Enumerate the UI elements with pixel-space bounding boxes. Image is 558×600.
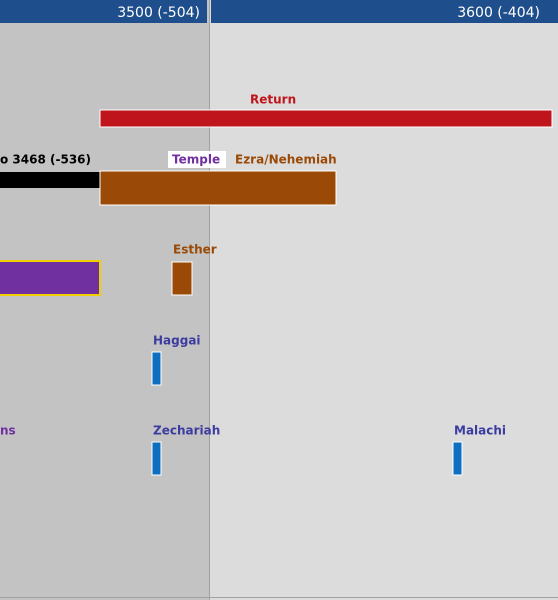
event-label: Return — [250, 93, 296, 107]
event-label: Ezra/Nehemiah — [235, 153, 337, 167]
event-label: o 3468 (-536) — [0, 153, 91, 167]
header-cell — [0, 0, 207, 23]
header-tick: 3500 (-504) — [117, 5, 200, 21]
bar — [99, 170, 337, 206]
bar — [99, 109, 553, 128]
right-region — [209, 0, 558, 600]
bar — [171, 261, 193, 296]
label-box — [168, 151, 226, 168]
bar — [151, 441, 162, 476]
bar — [452, 441, 463, 476]
event-label: ns — [0, 424, 16, 438]
header-tick: 3600 (-404) — [457, 5, 540, 21]
event-label: Malachi — [454, 424, 506, 438]
event-label: Haggai — [153, 334, 201, 348]
bar — [0, 260, 101, 296]
event-label: Temple — [172, 153, 220, 167]
event-label: Zechariah — [153, 424, 220, 438]
header-cell — [211, 0, 558, 23]
bar — [0, 172, 100, 188]
left-region — [0, 0, 209, 600]
bar — [151, 351, 162, 386]
event-label: Esther — [173, 243, 217, 257]
